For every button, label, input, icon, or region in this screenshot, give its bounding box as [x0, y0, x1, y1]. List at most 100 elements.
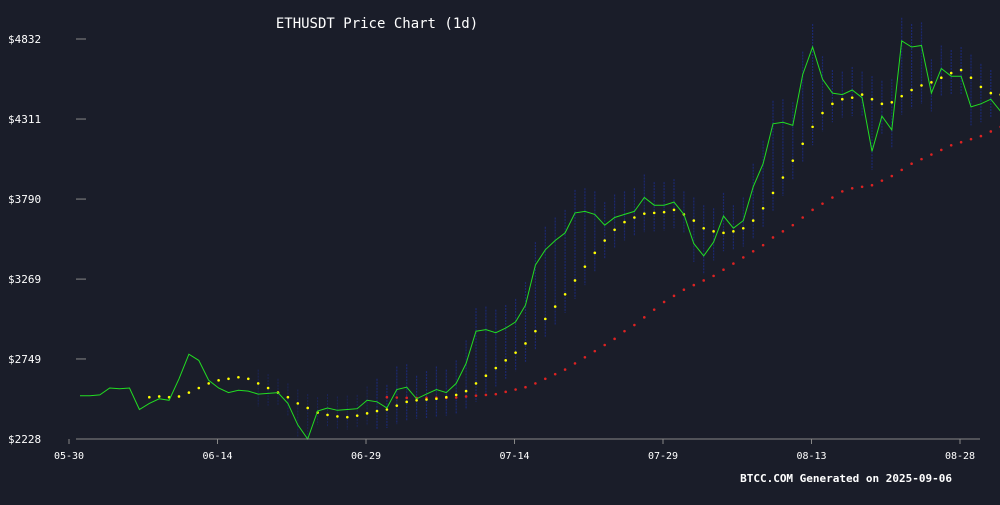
fast-ma-point [613, 228, 616, 232]
slow-ma-point [930, 153, 933, 156]
slow-ma-point [454, 396, 458, 399]
fast-ma-point [286, 395, 290, 399]
fast-ma-point [207, 382, 210, 385]
x-tick-label: 06-14 [202, 451, 232, 462]
slow-ma-point [989, 130, 993, 133]
fast-ma-point [365, 412, 369, 415]
fast-ma-point [841, 97, 844, 101]
fast-ma-point [900, 94, 903, 98]
slow-ma-point [712, 274, 715, 278]
fast-ma-point [266, 386, 270, 390]
fast-ma-point [771, 191, 775, 195]
slow-ma-point [751, 249, 755, 253]
fast-ma-point [177, 395, 181, 398]
slow-ma-point [979, 134, 983, 138]
y-tick-label: $4311 [8, 113, 41, 126]
fast-ma-point [643, 212, 646, 215]
slow-ma-point [959, 140, 963, 144]
fast-ma-point [761, 206, 765, 210]
slow-ma-point [732, 262, 735, 265]
fast-ma-point [435, 397, 438, 401]
fast-ma-point [227, 377, 230, 381]
x-tick-label: 05-30 [54, 451, 84, 462]
slow-ma-point [781, 230, 785, 233]
x-tick-label: 07-29 [648, 451, 678, 462]
fast-ma-point [920, 84, 923, 87]
fast-ma-point [553, 305, 557, 308]
slow-ma-point [504, 390, 508, 394]
fast-ma-point [454, 393, 458, 397]
fast-ma-point [395, 404, 399, 407]
slow-ma-point [831, 196, 834, 199]
slow-ma-point [385, 395, 389, 399]
slow-ma-point [860, 185, 864, 189]
slow-ma-point [405, 396, 409, 400]
fast-ma-point [336, 415, 339, 418]
fast-ma-point [959, 68, 963, 72]
slow-ma-point [623, 329, 626, 333]
slow-ma-point [553, 372, 557, 376]
fast-ma-point [910, 88, 913, 92]
fast-ma-point [187, 391, 191, 394]
fast-ma-point [623, 220, 626, 224]
y-tick-label: $2749 [8, 353, 41, 366]
fast-ma-point [722, 231, 725, 235]
slow-ma-point [920, 157, 923, 161]
slow-ma-point [603, 343, 606, 347]
fast-ma-point [603, 239, 606, 242]
fast-ma-point [712, 230, 715, 233]
slow-ma-point [890, 174, 894, 178]
fast-ma-point [821, 111, 824, 115]
slow-ma-point [761, 243, 765, 247]
slow-ma-point [524, 385, 527, 389]
slow-ma-point [940, 148, 943, 152]
slow-ma-layer [385, 125, 1000, 400]
fast-ma-point [702, 226, 705, 230]
fast-ma-point [306, 406, 310, 410]
fast-ma-point [385, 408, 389, 411]
slow-ma-point [643, 316, 646, 319]
slow-ma-point [474, 394, 478, 397]
slow-ma-point [900, 168, 903, 172]
fast-ma-point [811, 125, 814, 129]
fast-ma-layer [148, 68, 1000, 419]
slow-ma-point [633, 323, 636, 327]
fast-ma-point [425, 398, 428, 401]
fast-ma-point [940, 76, 943, 80]
fast-ma-point [692, 219, 696, 222]
fast-ma-point [296, 402, 300, 405]
y-tick-label: $3790 [8, 193, 41, 206]
slow-ma-point [464, 395, 468, 398]
fast-ma-point [375, 409, 379, 413]
fast-ma-point [662, 210, 666, 214]
slow-ma-point [395, 396, 399, 399]
slow-ma-point [573, 362, 577, 365]
fast-ma-point [860, 93, 864, 96]
fast-ma-point [989, 91, 993, 95]
fast-ma-point [751, 219, 755, 222]
fast-ma-point [237, 375, 240, 379]
fast-ma-point [355, 414, 359, 417]
fast-ma-point [732, 230, 735, 233]
fast-ma-point [742, 226, 745, 230]
slow-ma-point [583, 355, 587, 359]
slow-ma-point [702, 279, 705, 282]
x-tick-label: 06-29 [351, 451, 381, 462]
chart-footer: BTCC.COM Generated on 2025-09-06 [740, 472, 952, 485]
fast-ma-point [870, 97, 874, 101]
fast-ma-point [524, 342, 527, 345]
fast-ma-point [464, 389, 468, 393]
slow-ma-point [682, 288, 686, 291]
fast-ma-point [949, 71, 953, 75]
fast-ma-point [781, 176, 785, 179]
fast-ma-point [633, 216, 636, 219]
slow-ma-point [593, 349, 597, 353]
slow-ma-point [870, 183, 874, 187]
slow-ma-point [771, 236, 775, 239]
fast-ma-point [326, 413, 329, 417]
slow-ma-point [801, 216, 804, 219]
fast-ma-point [801, 142, 804, 146]
slow-ma-point [662, 300, 666, 304]
slow-ma-point [484, 393, 488, 397]
